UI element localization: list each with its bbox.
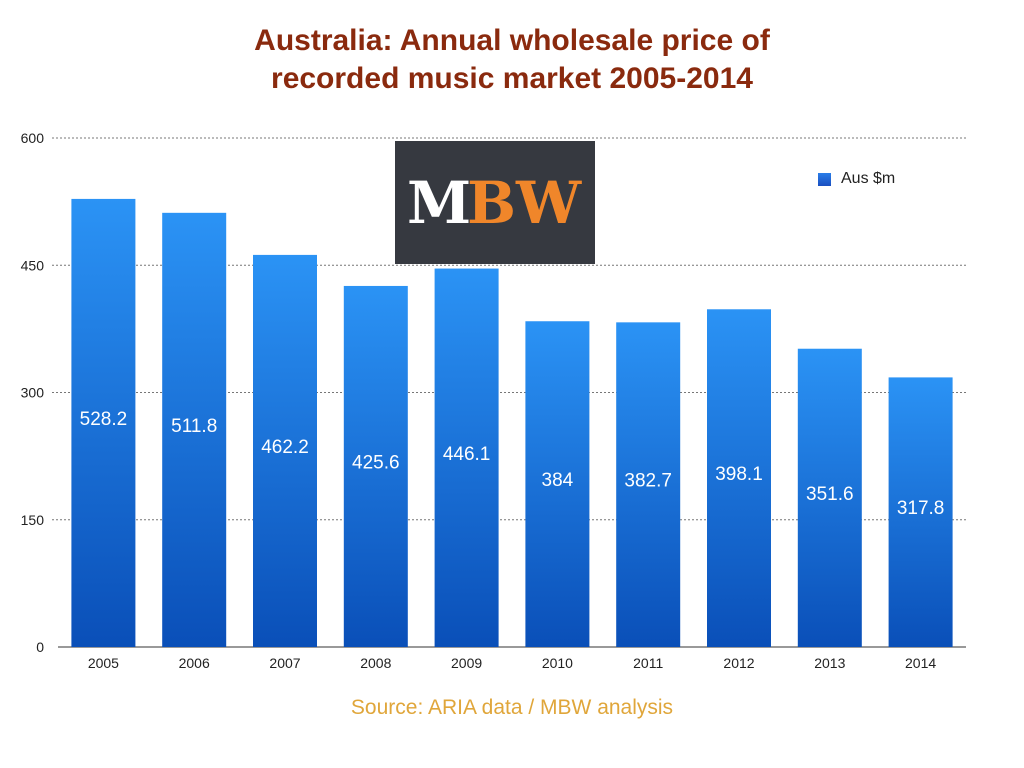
data-label: 462.2 <box>261 437 309 458</box>
x-tick-label: 2006 <box>179 655 210 671</box>
bar-2010 <box>525 321 590 647</box>
y-tick-label: 150 <box>21 512 45 528</box>
x-tick-label: 2014 <box>905 655 936 671</box>
bar-2008 <box>343 285 408 647</box>
source-note: Source: ARIA data / MBW analysis <box>350 696 674 719</box>
bar-2013 <box>797 348 862 647</box>
bar-2005 <box>71 198 136 647</box>
x-tick-label: 2012 <box>723 655 754 671</box>
data-label: 425.6 <box>352 452 400 473</box>
x-tick-label: 2011 <box>633 655 663 671</box>
x-tick-label: 2010 <box>542 655 573 671</box>
legend: Aus $m <box>818 170 895 188</box>
data-label: 511.8 <box>171 416 217 437</box>
chart-title: Australia: Annual wholesale price of rec… <box>0 22 1024 98</box>
y-tick-label: 600 <box>21 130 45 146</box>
mbw-logo: M BW <box>395 141 595 264</box>
data-label: 351.6 <box>806 484 854 505</box>
bar-2014 <box>888 377 953 647</box>
title-line-2: recorded music market 2005-2014 <box>271 62 753 95</box>
x-tick-label: 2009 <box>451 655 482 671</box>
x-tick-label: 2013 <box>814 655 845 671</box>
logo-m: M <box>407 169 472 237</box>
logo-bw: BW <box>467 169 582 237</box>
data-label: 382.7 <box>624 471 672 492</box>
bar-2009 <box>434 268 499 647</box>
x-tick-label: 2005 <box>88 655 119 671</box>
data-label: 317.8 <box>897 498 945 519</box>
x-tick-label: 2008 <box>360 655 391 671</box>
data-label: 398.1 <box>715 464 763 485</box>
bar-2007 <box>253 254 317 647</box>
legend-label: Aus $m <box>841 170 896 187</box>
y-tick-label: 300 <box>21 385 45 401</box>
data-label: 528.2 <box>80 409 128 430</box>
bar-2006 <box>162 212 227 647</box>
legend-swatch <box>818 172 831 186</box>
data-label: 446.1 <box>443 444 491 465</box>
y-tick-label: 0 <box>36 639 44 655</box>
data-label: 384 <box>542 470 574 491</box>
y-tick-label: 450 <box>21 257 45 273</box>
title-line-1: Australia: Annual wholesale price of <box>254 24 770 57</box>
bar-2011 <box>616 322 681 647</box>
bar-2012 <box>707 309 771 647</box>
x-tick-label: 2007 <box>269 655 300 671</box>
